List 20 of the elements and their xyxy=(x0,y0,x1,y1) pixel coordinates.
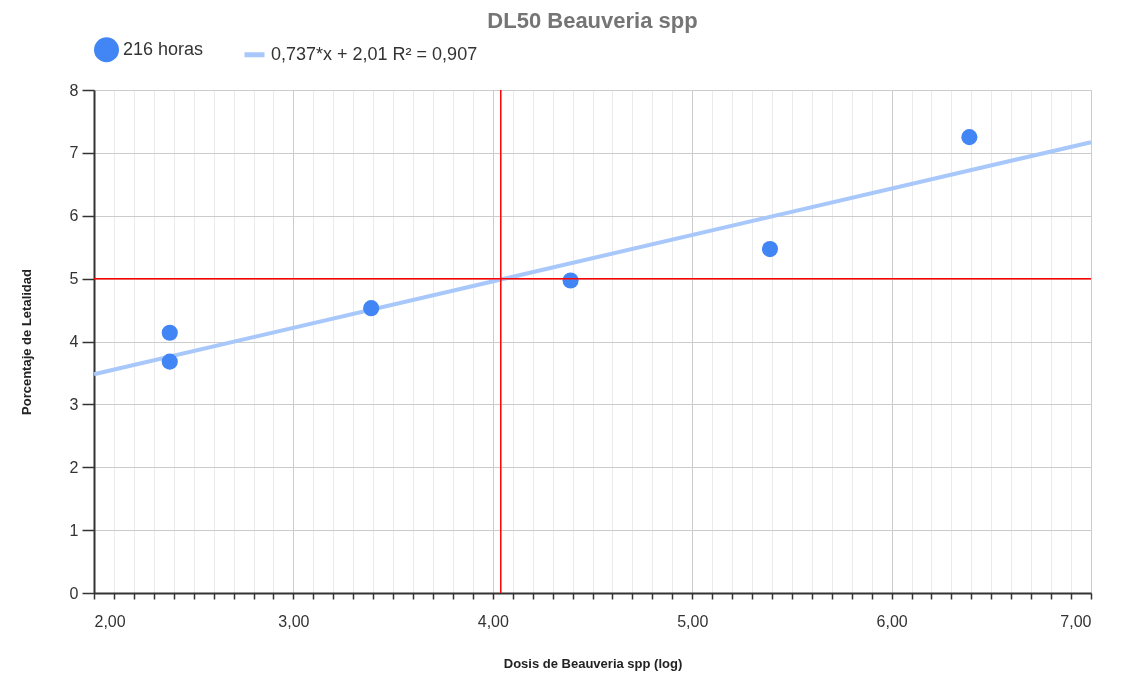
y-tick-label: 2 xyxy=(69,458,79,476)
y-tick-label: 5 xyxy=(69,270,79,288)
y-tick-label: 6 xyxy=(69,207,79,225)
x-axis-title: Dosis de Beauveria spp (log) xyxy=(503,655,683,671)
x-tick-label: 3,00 xyxy=(278,612,310,630)
y-tick-label: 3 xyxy=(69,395,79,413)
y-axis-title: Porcentaje de Letalidad xyxy=(18,268,34,415)
y-tick-label: 7 xyxy=(69,144,79,162)
legend-label: 216 horas xyxy=(123,38,204,59)
chart-title: DL50 Beauveria spp xyxy=(487,8,698,33)
legend-label: 0,737*x + 2,01 R² = 0,907 xyxy=(271,43,478,64)
x-tick-label: 6,00 xyxy=(876,612,908,630)
x-tick-label: 2,00 xyxy=(94,612,126,630)
y-tick-label: 1 xyxy=(69,521,79,539)
x-tick-label: 4,00 xyxy=(477,612,509,630)
y-tick-label: 0 xyxy=(69,584,79,602)
x-tick-label: 5,00 xyxy=(677,612,709,630)
y-tick-label: 4 xyxy=(69,333,79,350)
x-tick-label: 7,00 xyxy=(1060,612,1092,630)
y-tick-label: 8 xyxy=(69,81,79,99)
